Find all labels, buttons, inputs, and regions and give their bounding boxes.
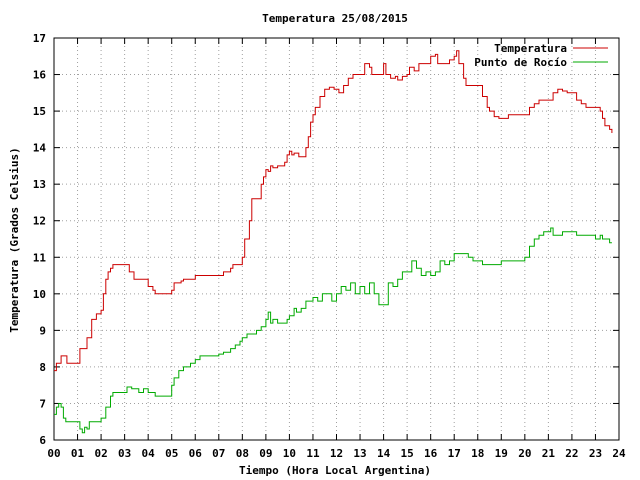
x-tick-label: 17	[448, 447, 461, 460]
x-tick-label: 10	[283, 447, 296, 460]
x-tick-label: 06	[189, 447, 203, 460]
x-tick-label: 07	[212, 447, 225, 460]
series-line-punto-de-rocio	[54, 227, 612, 434]
y-tick-label: 7	[39, 397, 46, 410]
x-tick-label: 01	[71, 447, 85, 460]
y-tick-label: 11	[33, 251, 47, 264]
x-tick-label: 21	[542, 447, 556, 460]
y-tick-label: 8	[39, 361, 46, 374]
x-tick-label: 02	[94, 447, 107, 460]
y-tick-label: 9	[39, 324, 46, 337]
x-tick-label: 09	[259, 447, 272, 460]
y-tick-label: 10	[33, 288, 46, 301]
y-tick-label: 14	[33, 142, 47, 155]
x-tick-label: 05	[165, 447, 178, 460]
axis-ticks: 00 01 02 03 04 05 06 07 08 09 10 11 12 13 14 15 16 17 18 19…	[33, 32, 626, 460]
x-tick-label: 15	[401, 447, 414, 460]
y-tick-label: 6	[39, 434, 46, 447]
x-tick-label: 08	[236, 447, 249, 460]
chart-title: Temperatura 25/08/2015	[262, 12, 408, 25]
y-tick-label: 17	[33, 32, 46, 45]
y-tick-label: 13	[33, 178, 46, 191]
y-tick-label: 15	[33, 105, 46, 118]
grid-lines	[54, 38, 619, 440]
y-tick-label: 12	[33, 215, 46, 228]
x-tick-label: 16	[424, 447, 438, 460]
x-tick-label: 19	[495, 447, 508, 460]
series-lines	[54, 50, 613, 434]
x-tick-label: 13	[353, 447, 366, 460]
x-tick-label: 00	[47, 447, 60, 460]
x-tick-label: 14	[377, 447, 391, 460]
x-tick-label: 22	[565, 447, 578, 460]
legend-label: Temperatura	[494, 42, 567, 55]
x-tick-label: 24	[612, 447, 626, 460]
x-tick-label: 18	[471, 447, 484, 460]
x-tick-label: 12	[330, 447, 343, 460]
x-tick-label: 20	[518, 447, 531, 460]
x-tick-label: 23	[589, 447, 602, 460]
y-tick-label: 16	[33, 69, 47, 82]
y-axis-label: Temperatura (Grados Celsius)	[8, 147, 21, 332]
legend-label: Punto de Rocío	[474, 56, 567, 69]
x-tick-label: 03	[118, 447, 131, 460]
x-tick-label: 11	[306, 447, 320, 460]
series-line-temperatura	[54, 50, 613, 372]
x-axis-label: Tiempo (Hora Local Argentina)	[239, 464, 431, 477]
x-tick-label: 04	[142, 447, 156, 460]
